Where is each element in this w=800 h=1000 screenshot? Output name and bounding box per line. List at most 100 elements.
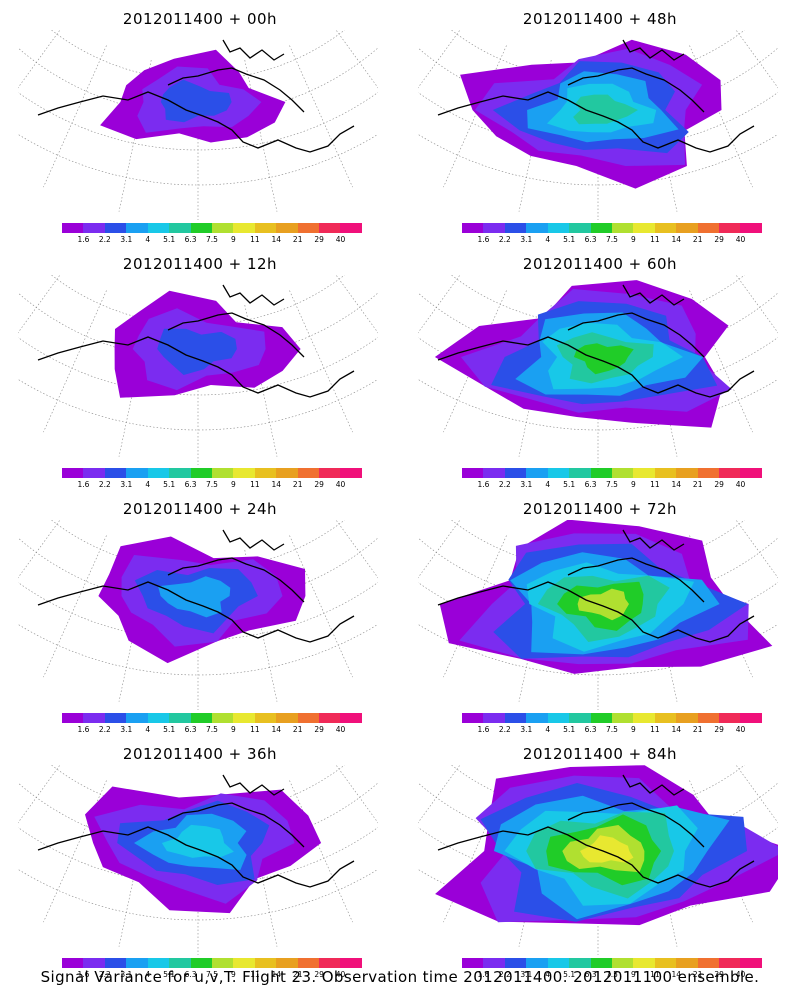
colorbar-tick-label: 6.3 xyxy=(584,970,597,979)
variance-field xyxy=(114,290,301,398)
colorbar-swatch xyxy=(254,713,277,723)
colorbar-swatch xyxy=(504,958,527,968)
meridian-line xyxy=(735,30,778,89)
colorbar-swatch xyxy=(254,223,277,233)
meridian-line xyxy=(18,520,61,579)
colorbar-swatch xyxy=(462,713,484,723)
colorbar-swatch xyxy=(569,713,591,723)
colorbar-tick-label: 40 xyxy=(335,725,346,734)
colorbar-tick-label: 2.2 xyxy=(98,235,111,244)
meridian-line xyxy=(289,780,353,923)
colorbar-tick-label: 11 xyxy=(650,725,660,734)
colorbar-tick-label: 7.5 xyxy=(206,970,218,979)
colorbar-swatch xyxy=(62,958,84,968)
latitude-line xyxy=(418,292,778,361)
colorbar-tick-label: 5.1 xyxy=(563,480,576,489)
meridian-line xyxy=(43,290,107,433)
colorbar-swatch xyxy=(719,958,741,968)
coastline xyxy=(37,39,355,153)
meridian-line xyxy=(289,45,353,188)
colorbar-tick-label: 3.1 xyxy=(520,725,533,734)
colorbar-swatch xyxy=(462,958,484,968)
colorbar-tick-label: 11 xyxy=(250,970,260,979)
colorbar-tick-label: 5.1 xyxy=(563,725,576,734)
variance-field xyxy=(85,786,322,914)
colorbar-swatch xyxy=(126,958,148,968)
colorbar-swatch xyxy=(190,223,212,233)
latitude-line xyxy=(18,782,378,851)
polar-map xyxy=(18,520,378,710)
colorbar-swatch xyxy=(83,713,105,723)
panel-title: 2012011400 + 12h xyxy=(122,255,278,273)
colorbar-tick-label: 11 xyxy=(250,480,260,489)
colorbar-ticks: 1.6 2.2 3.1 4 5.1 6.3 7.5 9 11 14 21 29 40 xyxy=(444,480,774,492)
latitude-line xyxy=(18,292,378,361)
colorbar-swatch xyxy=(319,468,341,478)
latitude-line xyxy=(18,47,378,116)
colorbar-swatch xyxy=(126,468,148,478)
colorbar-swatch xyxy=(340,223,362,233)
colorbar-swatch xyxy=(719,223,741,233)
colorbar-tick-label: 21 xyxy=(692,235,703,244)
colorbar-tick-label: 1.6 xyxy=(477,480,490,489)
colorbar-swatch xyxy=(547,468,570,478)
colorbar-tick-label: 21 xyxy=(292,970,303,979)
forecast-panel: 2012011400 + 84h 1.6 2.2 3.1 4 5.1 6.3 7.5 9 11 14… xyxy=(400,735,800,980)
polar-map xyxy=(18,765,378,955)
colorbar-swatch xyxy=(276,958,298,968)
colorbar-tick-label: 29 xyxy=(314,480,324,489)
colorbar-tick-label: 4 xyxy=(545,480,551,489)
variance-contour xyxy=(161,824,234,858)
colorbar-swatch xyxy=(147,468,170,478)
colorbar-tick-label: 14 xyxy=(671,970,682,979)
colorbar-swatch xyxy=(654,958,677,968)
variance-field xyxy=(434,280,732,428)
colorbar-tick-label: 7.5 xyxy=(606,725,618,734)
colorbar-tick-label: 6.3 xyxy=(184,725,197,734)
coastline xyxy=(37,774,355,888)
colorbar-ticks: 1.6 2.2 3.1 4 5.1 6.3 7.5 9 11 14 21 29 40 xyxy=(444,235,774,247)
colorbar-tick-label: 7.5 xyxy=(606,480,618,489)
colorbar-swatch xyxy=(697,223,720,233)
colorbar-tick-label: 29 xyxy=(714,480,724,489)
meridian-line xyxy=(335,765,378,824)
colorbar-swatch xyxy=(62,713,84,723)
colorbar-swatch xyxy=(319,958,341,968)
meridian-line xyxy=(443,45,507,188)
colorbar-tick-label: 14 xyxy=(671,480,682,489)
latitude-line xyxy=(18,537,378,606)
colorbar-swatch xyxy=(340,468,362,478)
colorbar-tick-label: 29 xyxy=(314,235,324,244)
colorbar-tick-label: 14 xyxy=(271,970,282,979)
panel-title: 2012011400 + 72h xyxy=(522,500,678,518)
colorbar-swatch xyxy=(233,468,255,478)
colorbar-tick-label: 29 xyxy=(314,970,324,979)
colorbar-tick-label: 4 xyxy=(545,970,551,979)
colorbar-ticks: 1.6 2.2 3.1 4 5.1 6.3 7.5 9 11 14 21 29 40 xyxy=(44,235,374,247)
colorbar-swatch xyxy=(190,713,212,723)
colorbar-swatch xyxy=(740,713,762,723)
colorbar-swatch xyxy=(590,223,612,233)
colorbar-tick-label: 2.2 xyxy=(498,970,511,979)
colorbar-swatch xyxy=(254,958,277,968)
colorbar-tick-label: 7.5 xyxy=(206,725,218,734)
colorbar-tick-label: 14 xyxy=(671,235,682,244)
colorbar-swatch xyxy=(340,713,362,723)
colorbar-swatch xyxy=(633,468,655,478)
colorbar-swatch xyxy=(611,713,634,723)
colorbar-tick-label: 11 xyxy=(650,235,660,244)
colorbar-tick-label: 5.1 xyxy=(163,235,176,244)
meridian-line xyxy=(335,30,378,89)
colorbar-tick-label: 9 xyxy=(631,235,636,244)
colorbar-tick-label: 40 xyxy=(335,480,346,489)
colorbar-tick-label: 5.1 xyxy=(563,235,576,244)
colorbar xyxy=(62,958,362,968)
colorbar-tick-label: 9 xyxy=(231,235,236,244)
meridian-line xyxy=(418,520,461,579)
colorbar-tick-label: 29 xyxy=(714,970,724,979)
colorbar-tick-label: 3.1 xyxy=(520,480,533,489)
colorbar xyxy=(462,958,762,968)
variance-field xyxy=(98,536,306,664)
colorbar-tick-label: 9 xyxy=(631,970,636,979)
colorbar-tick-label: 4 xyxy=(545,725,551,734)
